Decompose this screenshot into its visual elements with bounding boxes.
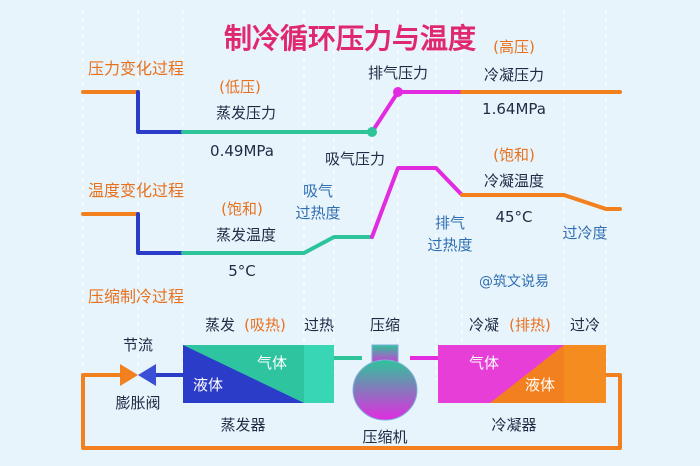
- low-pressure-tag: (低压): [219, 78, 261, 96]
- evap-temp-value: 5°C: [228, 262, 256, 280]
- cond-pressure-label: 冷凝压力: [484, 66, 544, 84]
- suction-superheat-line2: 过热度: [295, 204, 340, 222]
- temperature-line: [81, 166, 622, 255]
- expansion-valve-label: 膨胀阀: [115, 394, 160, 412]
- expansion-valve: [120, 364, 156, 386]
- evap-pressure-label: 蒸发压力: [216, 104, 276, 122]
- discharge-superheat-line2: 过热度: [427, 236, 472, 254]
- cond-temp-label: 冷凝温度: [484, 172, 544, 190]
- cond-pressure-value: 1.64MPa: [482, 100, 546, 118]
- section-pressure-label: 压力变化过程: [88, 59, 184, 78]
- condenser-name: 冷凝器: [491, 416, 536, 434]
- section-temperature-label: 温度变化过程: [88, 181, 184, 200]
- suction-pressure-label: 吸气压力: [325, 150, 385, 168]
- discharge-superheat-line1: 排气: [435, 214, 465, 232]
- cond-phase-label: 冷凝: [469, 316, 499, 334]
- evap-phase-heat-tag: (吸热): [244, 316, 286, 334]
- cond-temp-value: 45°C: [495, 208, 532, 226]
- compressor-name: 压缩机: [362, 428, 407, 446]
- high-pressure-tag: (高压): [493, 38, 535, 56]
- sat-tag-evap: (饱和): [221, 200, 263, 218]
- discharge-point: [393, 87, 403, 97]
- evap-pressure-value: 0.49MPa: [210, 142, 274, 160]
- suction-point: [367, 127, 377, 137]
- pipe-loop: [81, 356, 622, 450]
- throttle-label: 节流: [123, 336, 153, 354]
- condenser-gas-label: 气体: [469, 354, 499, 372]
- subcool-degree-label: 过冷度: [562, 224, 607, 242]
- section-process-label: 压缩制冷过程: [88, 287, 184, 306]
- evaporator-liquid-label: 液体: [193, 376, 223, 394]
- discharge-pressure-label: 排气压力: [368, 64, 428, 82]
- evaporator: [183, 345, 334, 403]
- evaporator-name: 蒸发器: [220, 416, 265, 434]
- evap-phase-label: 蒸发: [205, 316, 235, 334]
- suction-superheat-line1: 吸气: [303, 182, 333, 200]
- compressor: [352, 344, 418, 421]
- compress-stage-label: 压缩: [370, 316, 400, 334]
- condenser-liquid-label: 液体: [525, 376, 555, 394]
- subcool-stage-label: 过冷: [570, 316, 600, 334]
- diagram-title: 制冷循环压力与温度: [224, 22, 476, 55]
- condenser: [438, 345, 606, 403]
- watermark: @筑文说易: [479, 274, 549, 290]
- evaporator-gas-label: 气体: [257, 354, 287, 372]
- sat-tag-cond: (饱和): [493, 146, 535, 164]
- evap-temp-label: 蒸发温度: [216, 226, 276, 244]
- cond-phase-heat-tag: (排热): [509, 316, 551, 334]
- superheat-stage-label: 过热: [304, 316, 334, 334]
- pressure-line: [81, 90, 622, 134]
